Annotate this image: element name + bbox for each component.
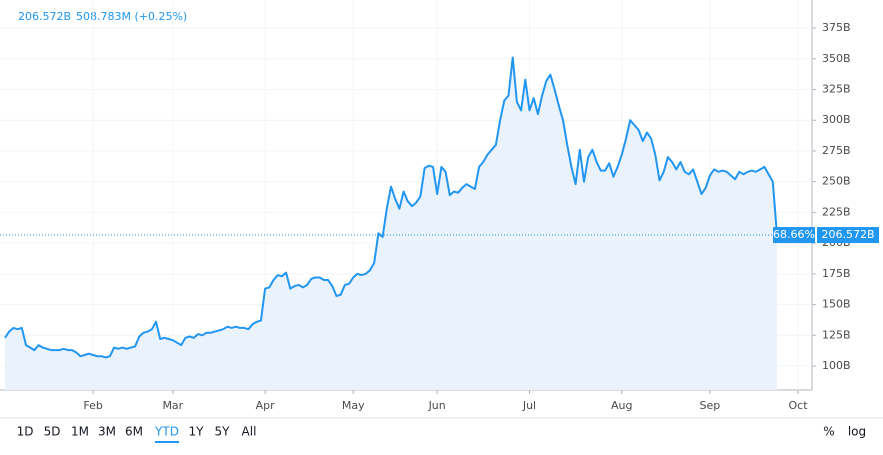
x-tick-label: May — [342, 399, 365, 412]
x-tick-label: Jun — [428, 399, 446, 412]
y-tick-label: 250B — [822, 175, 851, 188]
y-tick-label: 225B — [822, 205, 851, 218]
range-button[interactable]: 1D — [17, 425, 34, 439]
range-button[interactable]: 1Y — [189, 425, 205, 439]
header-price: 206.572B — [18, 10, 71, 23]
area — [5, 57, 777, 390]
header-change: 508.783M (+0.25%) — [76, 10, 187, 23]
y-tick-label: 125B — [822, 328, 851, 341]
y-tick-label: 325B — [822, 82, 851, 95]
y-tick-label: 175B — [822, 267, 851, 280]
line — [4, 56, 778, 359]
range-button[interactable]: YTD — [154, 425, 179, 439]
x-tick-label: Jul — [522, 399, 536, 412]
range-button[interactable]: 5Y — [215, 425, 231, 439]
change-label-box — [773, 227, 815, 244]
price-label: 206.572B — [821, 228, 874, 241]
range-button[interactable]: All — [242, 425, 257, 439]
y-tick-label: 275B — [822, 144, 851, 157]
change-label: 68.66% — [773, 228, 815, 241]
y-tick-label: 375B — [822, 21, 851, 34]
option-button[interactable]: % — [823, 425, 834, 439]
x-tick-label: Mar — [162, 399, 183, 412]
x-tick-label: Apr — [256, 399, 276, 412]
y-tick-label: 150B — [822, 298, 851, 311]
range-button[interactable]: 3M — [98, 425, 116, 439]
option-button[interactable]: log — [848, 425, 866, 439]
y-tick-label: 100B — [822, 359, 851, 372]
range-button[interactable]: 5D — [44, 425, 61, 439]
range-button[interactable]: 1M — [71, 425, 89, 439]
x-tick-label: Aug — [611, 399, 632, 412]
x-tick-label: Sep — [700, 399, 721, 412]
y-tick-label: 350B — [822, 52, 851, 65]
x-tick-label: Oct — [788, 399, 808, 412]
range-button[interactable]: 6M — [125, 425, 143, 439]
price-label-box — [817, 227, 879, 244]
y-tick-label: 300B — [822, 113, 851, 126]
x-tick-label: Feb — [83, 399, 102, 412]
